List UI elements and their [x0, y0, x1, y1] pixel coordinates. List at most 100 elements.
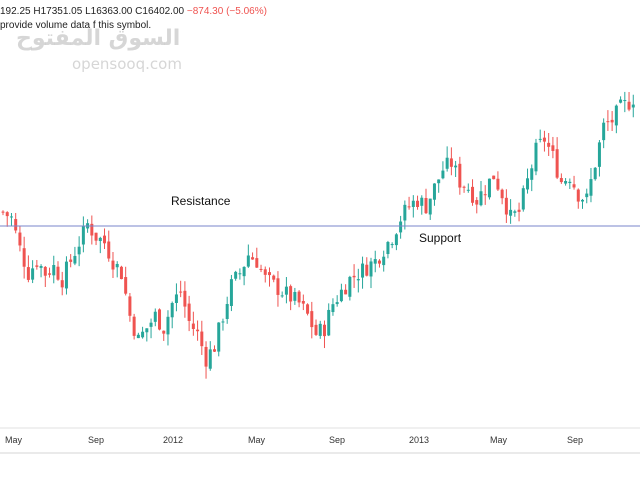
candle-body — [204, 346, 208, 367]
candle-body — [9, 216, 13, 218]
candle-body — [572, 184, 576, 188]
candle-body — [145, 328, 149, 333]
candle-body — [471, 186, 475, 203]
candle-body — [255, 258, 259, 268]
candle-body — [306, 304, 310, 314]
candle-body — [348, 276, 352, 297]
candle-body — [386, 241, 390, 255]
candle-body — [318, 323, 322, 336]
candle-body — [141, 331, 145, 338]
candle-body — [509, 209, 513, 216]
candle-body — [64, 261, 68, 289]
candle-body — [124, 277, 128, 294]
candle-body — [492, 175, 496, 180]
candle-body — [449, 158, 453, 167]
candle-body — [581, 199, 585, 202]
candle-body — [52, 265, 56, 276]
candle-body — [551, 145, 555, 151]
candle-body — [593, 167, 597, 180]
candle-body — [416, 200, 420, 207]
candle-body — [259, 268, 263, 270]
candle-body — [344, 289, 348, 295]
candle-body — [407, 206, 411, 208]
candle-body — [610, 119, 614, 123]
candle-body — [69, 259, 73, 262]
candle-body — [111, 260, 115, 270]
candle-body — [90, 223, 94, 236]
candle-body — [559, 178, 563, 183]
candle-body — [564, 181, 568, 184]
candle-body — [619, 99, 623, 103]
candle-body — [631, 104, 635, 108]
x-tick-label: Sep — [567, 435, 583, 445]
candle-body — [339, 289, 343, 302]
candle-body — [475, 200, 479, 205]
candle-body — [597, 142, 601, 167]
watermark-latin: opensooq.com — [72, 55, 182, 73]
candle-body — [356, 279, 360, 281]
candle-body — [420, 197, 424, 206]
candle-body — [589, 179, 593, 196]
candle-body — [136, 334, 140, 339]
candle-body — [208, 349, 212, 369]
candle-body — [483, 194, 487, 196]
volume-notice: provide volume data f this symbol. — [0, 20, 152, 31]
candle-body — [22, 248, 26, 267]
candle-body — [81, 225, 85, 245]
candle-body — [602, 122, 606, 141]
candle-body — [555, 149, 559, 178]
candle-body — [314, 324, 318, 335]
candle-body — [267, 272, 271, 276]
candle-body — [179, 291, 183, 293]
candle-body — [166, 316, 170, 335]
candle-body — [234, 271, 238, 279]
candle-body — [335, 302, 339, 305]
candle-body — [77, 246, 81, 255]
candle-body — [437, 179, 441, 184]
x-tick-label: Sep — [88, 435, 104, 445]
candle-body — [614, 105, 618, 126]
candle-body — [424, 198, 428, 214]
candle-body — [373, 259, 377, 264]
candle-body — [196, 329, 200, 332]
candle-body — [263, 269, 267, 275]
candle-body — [289, 286, 293, 302]
candle-body — [547, 142, 551, 147]
candle-body — [297, 291, 301, 303]
candle-body — [576, 189, 580, 202]
candle-body — [1, 211, 5, 213]
candle-body — [293, 292, 297, 301]
candle-body — [242, 266, 246, 277]
candle-body — [60, 280, 64, 288]
candle-body — [56, 266, 60, 280]
candle-body — [411, 200, 415, 207]
ohlc-high: H17351.05 — [33, 6, 83, 17]
candle-body — [200, 331, 204, 347]
candle-body — [432, 183, 436, 200]
candle-body — [43, 266, 47, 276]
candle-body — [174, 294, 178, 303]
x-tick-label: May — [5, 435, 23, 445]
x-tick-label: May — [490, 435, 508, 445]
ohlc-prefix: 192.25 — [0, 6, 31, 17]
x-axis-ticks: May Sep 2012 May Sep 2013 May Sep — [5, 435, 583, 445]
candle-body — [390, 244, 394, 246]
candle-body — [73, 255, 77, 264]
candle-body — [94, 232, 98, 241]
candle-body — [170, 302, 174, 318]
candle-body — [369, 261, 373, 277]
candle-body — [623, 100, 627, 102]
candle-body — [103, 235, 107, 244]
candle-body — [487, 178, 491, 198]
candle-body — [526, 178, 530, 190]
candle-body — [479, 191, 483, 206]
candle-body — [327, 309, 331, 336]
candle-body — [284, 286, 288, 295]
candle-body — [466, 189, 470, 191]
candle-body — [217, 322, 221, 352]
watermark-arabic: السوق المفتوح — [16, 26, 181, 51]
candle-body — [496, 178, 500, 190]
x-tick-label: 2013 — [409, 435, 429, 445]
